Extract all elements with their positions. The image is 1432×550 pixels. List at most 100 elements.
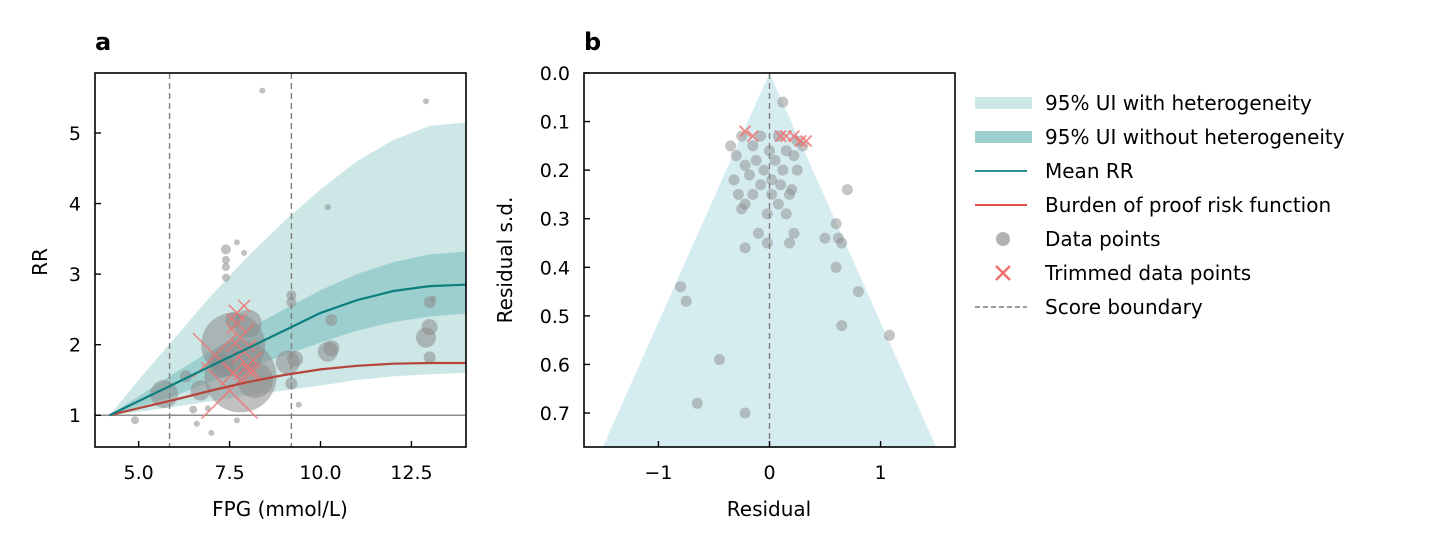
data-point: [233, 239, 240, 246]
data-point: [131, 416, 139, 425]
trimmed-point: [201, 362, 259, 420]
legend-label: 95% UI without heterogeneity: [1045, 125, 1345, 149]
residual-point: [784, 188, 795, 200]
residual-point: [739, 407, 751, 419]
residual-point: [739, 159, 751, 171]
trimmed-point: [237, 299, 251, 313]
residual-point: [747, 188, 759, 200]
residual-point: [750, 154, 762, 166]
legend-label: Mean RR: [1045, 159, 1134, 183]
funnel-region: [602, 73, 937, 447]
residual-point: [772, 130, 784, 142]
data-point: [324, 204, 331, 211]
panel-a-plot-area: [95, 73, 466, 447]
data-point: [193, 420, 200, 427]
residual-point: [766, 174, 778, 186]
data-point: [221, 256, 230, 264]
panel-a-title: a: [95, 28, 111, 56]
legend-label: Trimmed data points: [1044, 261, 1251, 285]
residual-point: [766, 188, 778, 200]
y-tick-label: 0.1: [540, 112, 570, 134]
data-point: [220, 244, 231, 255]
data-point: [208, 429, 215, 436]
data-point: [323, 340, 340, 357]
panel-a-axes: 5.0 7.5 10.0 12.5 1 2 3 4 5: [69, 123, 433, 484]
y-tick-label: 1: [69, 405, 81, 427]
residual-point: [884, 329, 895, 341]
legend-symbol-band-light: [975, 97, 1032, 109]
trimmed-residual-point: [787, 130, 801, 143]
panel-a-xlabel: FPG (mmol/L): [212, 497, 348, 521]
residual-point: [830, 261, 842, 273]
y-tick-label: 3: [69, 264, 81, 286]
legend: 95% UI with heterogeneity 95% UI without …: [975, 91, 1345, 319]
trimmed-point: [220, 360, 246, 386]
panel-b-plot-area: [602, 73, 937, 447]
residual-point: [780, 208, 792, 220]
residual-point: [755, 179, 767, 191]
data-point: [241, 249, 248, 256]
residual-point: [769, 154, 781, 166]
residual-point: [797, 140, 809, 152]
trimmed-residual-point: [738, 125, 752, 138]
panel-a-frame: [94, 72, 467, 448]
legend-label: Burden of proof risk function: [1045, 193, 1331, 217]
x-tick-label: 0: [763, 462, 775, 484]
bprf-line: [109, 361, 466, 417]
trimmed-point: [233, 351, 263, 381]
legend-label: Score boundary: [1045, 295, 1203, 319]
data-point: [221, 263, 230, 272]
panel-b-xlabel: Residual: [727, 497, 811, 521]
trimmed-residual-point: [794, 134, 807, 148]
y-tick-label: 0.5: [540, 306, 570, 328]
data-point: [430, 295, 437, 302]
residual-point: [730, 150, 742, 162]
panel-b-content: [602, 73, 937, 447]
residual-point: [836, 237, 848, 249]
panel-a: a 5.0 7.5 10.0 12.5 1 2 3 4 5 FPG (mmol/L) RR: [28, 28, 467, 521]
legend-symbol-dot: [996, 232, 1010, 246]
trimmed-point: [241, 363, 261, 383]
data-point: [423, 351, 436, 364]
residual-point: [777, 164, 789, 176]
x-tick-label: 7.5: [214, 462, 244, 484]
data-point: [286, 290, 297, 301]
mean-rr-line: [109, 283, 466, 417]
residual-point: [791, 164, 803, 176]
legend-symbol-cross: [995, 265, 1011, 281]
y-tick-label: 0.2: [540, 160, 570, 182]
residual-point: [852, 286, 864, 298]
residual-point: [714, 354, 725, 366]
y-tick-label: 0.7: [540, 403, 570, 425]
residual-point: [836, 320, 848, 332]
residual-point: [755, 130, 767, 142]
residual-point: [739, 242, 751, 254]
y-tick-label: 0.3: [540, 209, 570, 231]
panel-b-axes: −1 0 1 0.0 0.1 0.2 0.3 0.4 0.5 0.6 0.7: [540, 63, 887, 484]
y-tick-label: 0.6: [540, 354, 570, 376]
data-point: [286, 297, 297, 308]
residual-point: [680, 295, 692, 307]
data-point: [416, 327, 436, 348]
data-point: [233, 417, 240, 424]
residual-point: [725, 140, 737, 152]
data-point: [259, 87, 266, 94]
data-point: [295, 401, 302, 408]
legend-symbol-band-dark: [975, 131, 1032, 143]
y-tick-label: 4: [69, 194, 81, 216]
trimmed-point: [226, 312, 248, 335]
data-point: [221, 273, 230, 282]
residual-point: [761, 237, 773, 249]
y-tick-label: 0.0: [540, 63, 570, 85]
residual-point: [788, 150, 800, 162]
residual-point: [788, 227, 800, 239]
residual-point: [675, 281, 687, 293]
residual-point: [728, 174, 740, 186]
legend-label: Data points: [1045, 227, 1161, 251]
trimmed-residual-point: [800, 134, 813, 148]
x-tick-label: −1: [644, 462, 672, 484]
trimmed-residual-point: [746, 130, 759, 143]
data-point: [287, 350, 303, 367]
residual-point: [736, 130, 748, 142]
